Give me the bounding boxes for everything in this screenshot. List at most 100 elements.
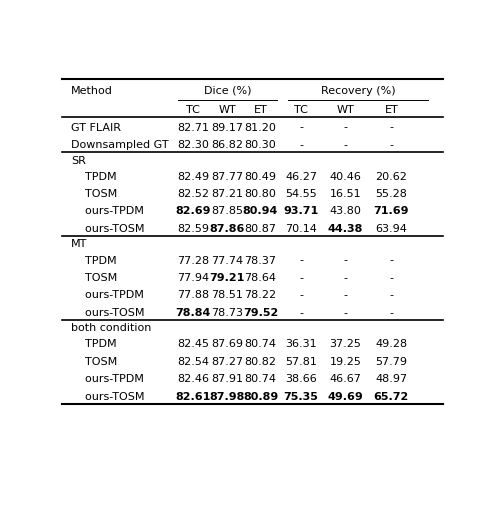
Text: 89.17: 89.17 bbox=[212, 122, 244, 133]
Text: -: - bbox=[343, 290, 347, 300]
Text: ours-TOSM: ours-TOSM bbox=[71, 308, 145, 318]
Text: TOSM: TOSM bbox=[71, 189, 117, 199]
Text: 71.69: 71.69 bbox=[373, 207, 409, 216]
Text: WT: WT bbox=[337, 105, 354, 115]
Text: -: - bbox=[389, 308, 393, 318]
Text: 37.25: 37.25 bbox=[330, 339, 362, 350]
Text: Downsampled GT: Downsampled GT bbox=[71, 140, 169, 150]
Text: 77.94: 77.94 bbox=[177, 273, 209, 283]
Text: -: - bbox=[343, 273, 347, 283]
Text: 78.22: 78.22 bbox=[245, 290, 277, 300]
Text: 86.82: 86.82 bbox=[212, 140, 244, 150]
Text: 87.86: 87.86 bbox=[210, 224, 245, 234]
Text: 46.67: 46.67 bbox=[330, 374, 362, 384]
Text: 80.94: 80.94 bbox=[243, 207, 278, 216]
Text: 80.80: 80.80 bbox=[245, 189, 277, 199]
Text: ET: ET bbox=[254, 105, 268, 115]
Text: TPDM: TPDM bbox=[71, 172, 117, 181]
Text: -: - bbox=[299, 122, 303, 133]
Text: 78.37: 78.37 bbox=[245, 255, 277, 266]
Text: 80.30: 80.30 bbox=[245, 140, 277, 150]
Text: 80.74: 80.74 bbox=[245, 339, 277, 350]
Text: 55.28: 55.28 bbox=[375, 189, 407, 199]
Text: 82.49: 82.49 bbox=[177, 172, 209, 181]
Text: TOSM: TOSM bbox=[71, 273, 117, 283]
Text: 80.89: 80.89 bbox=[243, 392, 278, 402]
Text: 80.82: 80.82 bbox=[245, 357, 277, 367]
Text: 36.31: 36.31 bbox=[285, 339, 317, 350]
Text: 93.71: 93.71 bbox=[283, 207, 319, 216]
Text: TC: TC bbox=[294, 105, 308, 115]
Text: 87.85: 87.85 bbox=[212, 207, 244, 216]
Text: TOSM: TOSM bbox=[71, 357, 117, 367]
Text: GT FLAIR: GT FLAIR bbox=[71, 122, 121, 133]
Text: 44.38: 44.38 bbox=[328, 224, 363, 234]
Text: TPDM: TPDM bbox=[71, 339, 117, 350]
Text: -: - bbox=[389, 290, 393, 300]
Text: ours-TPDM: ours-TPDM bbox=[71, 207, 144, 216]
Text: -: - bbox=[389, 122, 393, 133]
Text: 48.97: 48.97 bbox=[375, 374, 407, 384]
Text: Dice (%): Dice (%) bbox=[204, 86, 251, 96]
Text: 78.51: 78.51 bbox=[212, 290, 244, 300]
Text: 65.72: 65.72 bbox=[374, 392, 409, 402]
Text: 82.46: 82.46 bbox=[177, 374, 209, 384]
Text: ours-TPDM: ours-TPDM bbox=[71, 374, 144, 384]
Text: 57.81: 57.81 bbox=[285, 357, 317, 367]
Text: -: - bbox=[299, 273, 303, 283]
Text: 49.28: 49.28 bbox=[375, 339, 407, 350]
Text: 82.71: 82.71 bbox=[177, 122, 209, 133]
Text: WT: WT bbox=[218, 105, 236, 115]
Text: -: - bbox=[299, 290, 303, 300]
Text: -: - bbox=[389, 255, 393, 266]
Text: 80.74: 80.74 bbox=[245, 374, 277, 384]
Text: 63.94: 63.94 bbox=[375, 224, 407, 234]
Text: 87.91: 87.91 bbox=[212, 374, 244, 384]
Text: 82.45: 82.45 bbox=[177, 339, 209, 350]
Text: both condition: both condition bbox=[71, 323, 152, 334]
Text: 77.74: 77.74 bbox=[211, 255, 244, 266]
Text: 81.20: 81.20 bbox=[245, 122, 277, 133]
Text: ours-TOSM: ours-TOSM bbox=[71, 392, 145, 402]
Text: 78.64: 78.64 bbox=[245, 273, 277, 283]
Text: 87.27: 87.27 bbox=[211, 357, 244, 367]
Text: 79.52: 79.52 bbox=[243, 308, 278, 318]
Text: 70.14: 70.14 bbox=[285, 224, 317, 234]
Text: 57.79: 57.79 bbox=[375, 357, 407, 367]
Text: 87.21: 87.21 bbox=[212, 189, 244, 199]
Text: 19.25: 19.25 bbox=[330, 357, 362, 367]
Text: Method: Method bbox=[71, 86, 113, 96]
Text: -: - bbox=[343, 140, 347, 150]
Text: -: - bbox=[343, 255, 347, 266]
Text: 87.77: 87.77 bbox=[211, 172, 244, 181]
Text: 78.73: 78.73 bbox=[212, 308, 244, 318]
Text: 16.51: 16.51 bbox=[330, 189, 362, 199]
Text: -: - bbox=[343, 308, 347, 318]
Text: TPDM: TPDM bbox=[71, 255, 117, 266]
Text: -: - bbox=[389, 273, 393, 283]
Text: 75.35: 75.35 bbox=[283, 392, 318, 402]
Text: -: - bbox=[299, 308, 303, 318]
Text: -: - bbox=[389, 140, 393, 150]
Text: 46.27: 46.27 bbox=[285, 172, 317, 181]
Text: 79.21: 79.21 bbox=[210, 273, 245, 283]
Text: TC: TC bbox=[186, 105, 200, 115]
Text: 43.80: 43.80 bbox=[330, 207, 362, 216]
Text: 49.69: 49.69 bbox=[328, 392, 364, 402]
Text: 82.54: 82.54 bbox=[177, 357, 209, 367]
Text: 82.61: 82.61 bbox=[175, 392, 211, 402]
Text: 40.46: 40.46 bbox=[330, 172, 362, 181]
Text: 77.28: 77.28 bbox=[177, 255, 209, 266]
Text: SR: SR bbox=[71, 156, 86, 166]
Text: 87.69: 87.69 bbox=[212, 339, 244, 350]
Text: 54.55: 54.55 bbox=[285, 189, 317, 199]
Text: -: - bbox=[343, 122, 347, 133]
Text: MT: MT bbox=[71, 240, 88, 249]
Text: 80.87: 80.87 bbox=[245, 224, 277, 234]
Text: 82.52: 82.52 bbox=[177, 189, 209, 199]
Text: ours-TPDM: ours-TPDM bbox=[71, 290, 144, 300]
Text: 82.69: 82.69 bbox=[175, 207, 211, 216]
Text: 20.62: 20.62 bbox=[375, 172, 407, 181]
Text: 87.98: 87.98 bbox=[210, 392, 245, 402]
Text: -: - bbox=[299, 255, 303, 266]
